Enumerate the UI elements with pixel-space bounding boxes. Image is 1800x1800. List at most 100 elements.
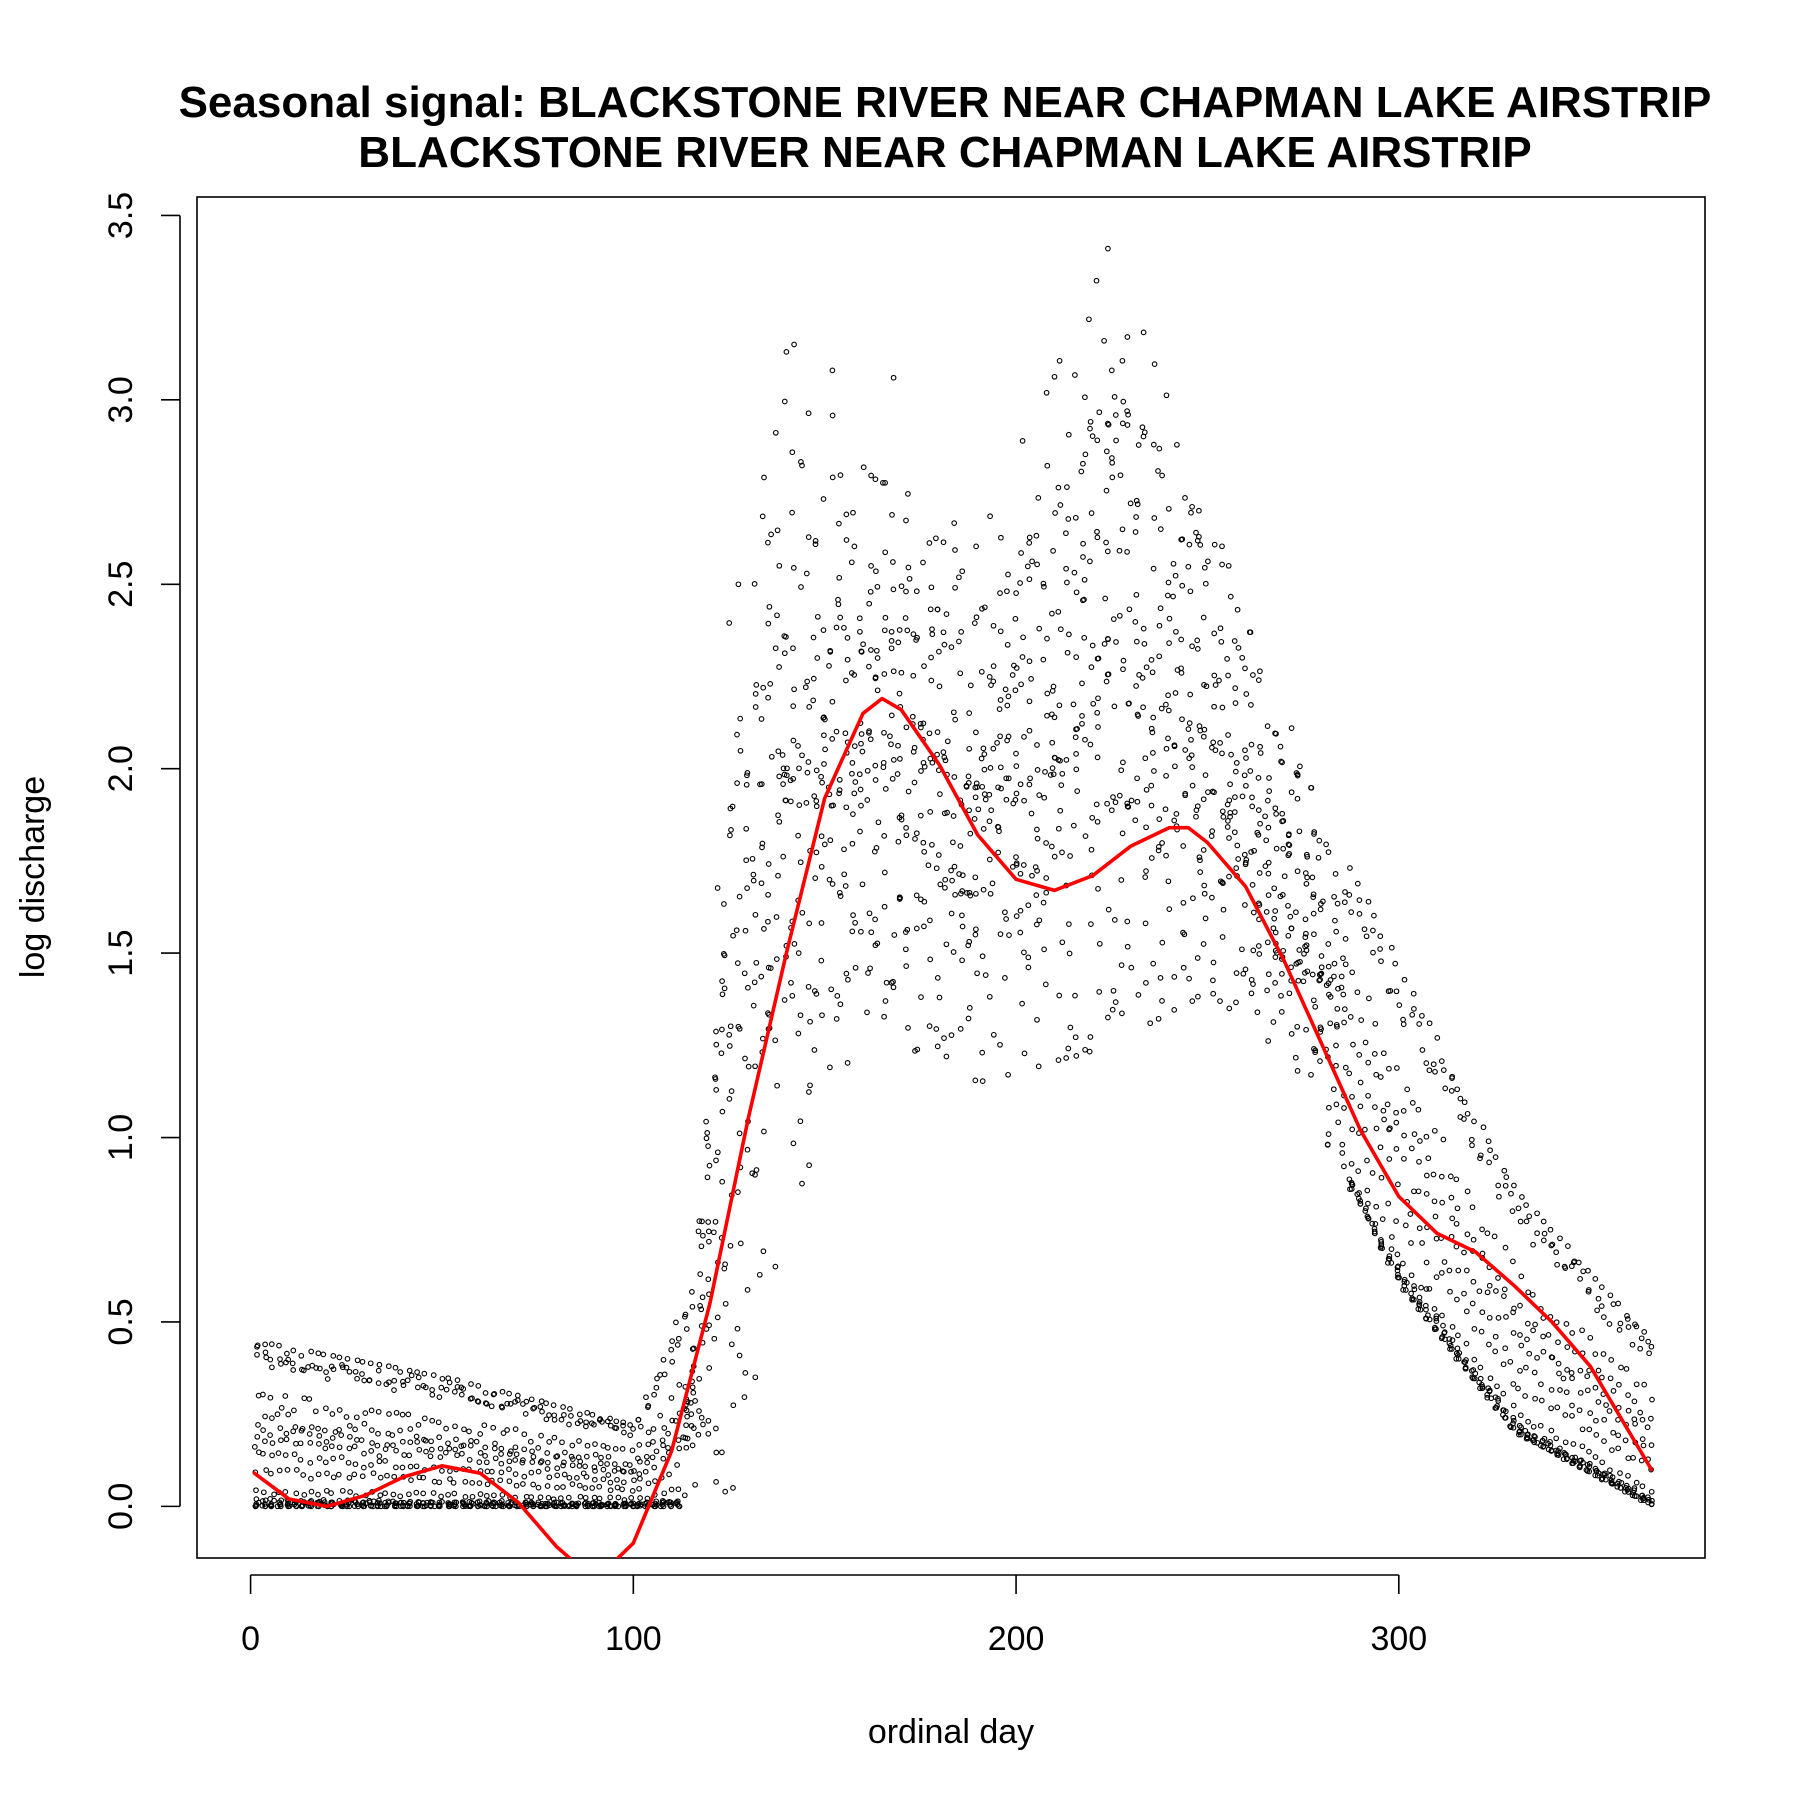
scatter-point bbox=[1327, 994, 1334, 1000]
scatter-point bbox=[413, 1503, 420, 1510]
scatter-point bbox=[320, 1351, 327, 1358]
scatter-point bbox=[1017, 929, 1024, 936]
scatter-point bbox=[315, 1425, 321, 1432]
scatter-point bbox=[367, 1503, 374, 1509]
scatter-point bbox=[1617, 1320, 1624, 1327]
scatter-point bbox=[1354, 989, 1361, 996]
scatter-point bbox=[1201, 726, 1208, 733]
scatter-point bbox=[706, 1238, 712, 1245]
scatter-point bbox=[829, 474, 836, 481]
scatter-point bbox=[267, 1394, 274, 1401]
scatter-point bbox=[896, 896, 903, 902]
scatter-point bbox=[972, 794, 979, 801]
scatter-point bbox=[1325, 963, 1332, 970]
scatter-point bbox=[1049, 610, 1055, 617]
x-tick-label: 100 bbox=[605, 1620, 662, 1658]
scatter-point bbox=[1272, 908, 1279, 914]
scatter-point bbox=[910, 631, 917, 637]
scatter-point bbox=[1411, 1283, 1417, 1289]
scatter-point bbox=[1408, 1272, 1415, 1279]
scatter-point bbox=[1044, 690, 1051, 697]
scatter-point bbox=[1502, 1182, 1509, 1189]
scatter-point bbox=[1094, 709, 1101, 716]
scatter-point bbox=[1196, 854, 1203, 861]
scatter-point bbox=[1554, 1261, 1560, 1268]
scatter-point bbox=[933, 1026, 940, 1032]
scatter-point bbox=[1327, 1020, 1334, 1027]
scatter-point bbox=[474, 1398, 481, 1404]
scatter-point bbox=[346, 1474, 353, 1481]
scatter-point bbox=[1049, 739, 1056, 746]
scatter-point bbox=[1101, 641, 1108, 647]
scatter-point bbox=[1148, 782, 1155, 789]
scatter-point bbox=[1325, 941, 1332, 947]
scatter-point bbox=[857, 628, 863, 635]
scatter-point bbox=[1423, 1133, 1430, 1140]
scatter-point bbox=[1449, 1337, 1456, 1343]
scatter-point bbox=[684, 1413, 690, 1420]
scatter-point bbox=[1285, 932, 1292, 939]
scatter-point bbox=[1148, 725, 1155, 732]
scatter-point bbox=[760, 684, 767, 691]
scatter-point bbox=[550, 1402, 557, 1408]
scatter-point bbox=[743, 857, 750, 864]
scatter-point bbox=[560, 1462, 566, 1469]
scatter-point bbox=[1156, 816, 1163, 822]
scatter-point bbox=[874, 687, 881, 694]
scatter-point bbox=[1033, 892, 1040, 898]
scatter-point bbox=[1296, 947, 1303, 953]
scatter-point bbox=[531, 1404, 538, 1411]
scatter-point bbox=[829, 367, 836, 374]
scatter-point bbox=[1202, 915, 1209, 922]
scatter-point bbox=[1279, 759, 1285, 766]
scatter-point bbox=[753, 959, 760, 966]
scatter-point bbox=[727, 805, 734, 812]
scatter-point bbox=[538, 1398, 545, 1405]
scatter-point bbox=[1618, 1364, 1624, 1371]
scatter-point bbox=[538, 1432, 544, 1439]
scatter-point bbox=[997, 764, 1004, 771]
scatter-point bbox=[806, 1162, 812, 1169]
scatter-point bbox=[940, 629, 947, 636]
scatter-point bbox=[1118, 877, 1125, 883]
scatter-point bbox=[1120, 657, 1127, 664]
scatter-point bbox=[850, 912, 856, 918]
scatter-point bbox=[821, 841, 828, 848]
scatter-point bbox=[489, 1468, 495, 1475]
scatter-point bbox=[634, 1503, 641, 1510]
scatter-point bbox=[1059, 939, 1066, 946]
scatter-point bbox=[958, 890, 964, 897]
scatter-point bbox=[913, 588, 920, 595]
scatter-point bbox=[804, 678, 811, 685]
scatter-point bbox=[1217, 878, 1224, 885]
scatter-point bbox=[942, 757, 949, 764]
scatter-point bbox=[1265, 971, 1272, 978]
scatter-point bbox=[269, 1364, 275, 1371]
scatter-point bbox=[361, 1420, 368, 1427]
scatter-point bbox=[776, 664, 782, 670]
scatter-point bbox=[1256, 951, 1263, 957]
y-tick-label: 1.5 bbox=[102, 929, 140, 976]
scatter-point bbox=[645, 1429, 652, 1436]
scatter-point bbox=[841, 871, 848, 878]
scatter-point bbox=[1333, 1062, 1339, 1069]
scatter-point bbox=[462, 1503, 469, 1509]
scatter-point bbox=[1080, 554, 1086, 560]
scatter-point bbox=[447, 1468, 453, 1474]
scatter-point bbox=[843, 677, 849, 684]
scatter-point bbox=[734, 1325, 741, 1332]
scatter-point bbox=[1592, 1465, 1599, 1472]
scatter-point bbox=[1438, 1058, 1445, 1064]
scatter-point bbox=[1248, 741, 1255, 748]
scatter-point bbox=[1463, 1308, 1470, 1315]
scatter-point bbox=[382, 1490, 388, 1497]
scatter-point bbox=[726, 620, 733, 626]
scatter-point bbox=[1361, 926, 1368, 933]
scatter-point bbox=[1601, 1438, 1607, 1444]
scatter-point bbox=[911, 779, 918, 786]
scatter-point bbox=[1056, 357, 1063, 364]
scatter-point bbox=[1224, 824, 1231, 830]
scatter-point bbox=[284, 1350, 290, 1357]
scatter-point bbox=[1386, 1156, 1393, 1162]
scatter-point bbox=[1271, 915, 1278, 922]
